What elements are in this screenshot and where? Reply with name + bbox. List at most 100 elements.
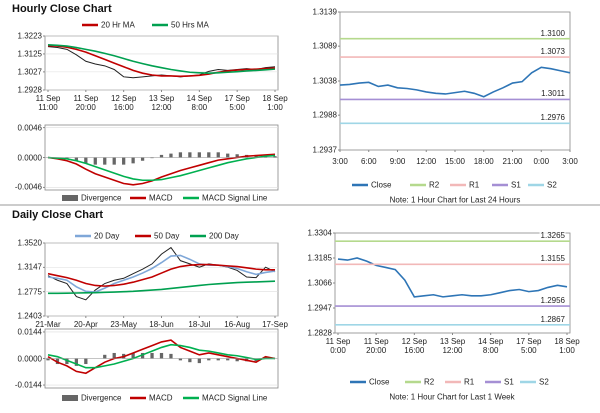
x-tick-label: 18 Sep 1:00 xyxy=(554,337,580,355)
y-tick-label: 1.3089 xyxy=(312,41,337,51)
x-tick-label: 11 Sep 11:00 xyxy=(35,94,61,112)
chart-note: Note: 1 Hour Chart for Last 24 Hours xyxy=(389,195,521,205)
legend-label: Divergence xyxy=(81,193,122,203)
legend-label: S2 xyxy=(547,180,557,190)
divergence-bar xyxy=(216,152,220,158)
x-tick-label: 17 Sep 5:00 xyxy=(516,337,542,355)
divergence-bar xyxy=(273,156,277,158)
series-line xyxy=(48,280,276,295)
divergence-bar xyxy=(112,157,116,165)
plot-frame xyxy=(339,11,571,151)
y-tick-label: 1.3066 xyxy=(307,278,332,288)
legend-label: MACD xyxy=(149,193,173,203)
divergence-bar xyxy=(226,358,230,361)
legend-label: MACD Signal Line xyxy=(202,393,268,403)
legend-label: S2 xyxy=(539,377,549,387)
series-line xyxy=(47,263,275,287)
y-tick-label: 0.0000 xyxy=(17,153,42,162)
legend-label: R1 xyxy=(469,180,480,190)
legend-label: S1 xyxy=(504,377,514,387)
divergence-bar xyxy=(46,358,50,361)
divergence-bar xyxy=(159,352,164,359)
x-tick-label: 13 Sep 12:00 xyxy=(439,337,466,355)
y-tick-label: 1.2928 xyxy=(17,85,42,95)
x-tick-label: 11 Sep 20:00 xyxy=(363,337,389,355)
y-tick-label: 1.2937 xyxy=(312,145,337,155)
x-tick-label: 18-Jun xyxy=(149,320,174,329)
x-tick-label: 15:00 xyxy=(444,157,466,166)
y-tick-label: 1.3038 xyxy=(312,76,337,86)
y-tick-label: -0.0046 xyxy=(14,182,42,192)
divergence-bar xyxy=(226,153,230,158)
chart-note: Note: 1 Hour Chart for Last 1 Week xyxy=(389,392,515,402)
legend-label: 20 Day xyxy=(94,231,120,241)
y-tick-label: 0.0000 xyxy=(17,354,42,363)
level-label: 1.3155 xyxy=(539,254,566,264)
x-tick-label: 18 Sep 1:00 xyxy=(262,94,288,112)
x-tick-label: 17 Sep 5:00 xyxy=(224,94,250,112)
y-tick-label: 1.2988 xyxy=(312,110,337,120)
legend-label: 20 Hr MA xyxy=(101,20,135,30)
x-tick-label: 12 Sep 16:00 xyxy=(110,94,137,112)
divergence-bar xyxy=(140,352,145,359)
series-line xyxy=(47,43,276,74)
x-tick-label: 11 Sep 0:00 xyxy=(325,337,351,355)
plot-frame xyxy=(334,232,571,334)
divergence-bar xyxy=(131,352,135,359)
divergence-bar xyxy=(140,157,145,161)
x-tick-label: 6:00 xyxy=(360,157,377,166)
y-tick-label: 1.2775 xyxy=(17,287,42,297)
level-label: 1.2867 xyxy=(539,314,566,324)
divergence-bar xyxy=(112,352,116,359)
legend-label: R2 xyxy=(424,377,435,387)
x-tick-label: 23-May xyxy=(110,320,137,329)
legend-label: MACD xyxy=(149,393,173,403)
y-tick-label: 1.3520 xyxy=(17,238,42,248)
y-tick-label: 1.3223 xyxy=(17,31,42,41)
divergence-bar xyxy=(235,358,239,362)
y-tick-label: 1.3304 xyxy=(307,228,332,238)
divergence-bar xyxy=(93,157,97,165)
divergence-bar xyxy=(197,358,201,364)
divergence-bar xyxy=(178,358,183,361)
series-line xyxy=(47,343,275,369)
series-line xyxy=(47,154,276,182)
x-tick-label: 0:00 xyxy=(533,157,550,166)
x-tick-label: 14 Sep 8:00 xyxy=(477,337,504,355)
level-label: 1.3011 xyxy=(540,89,566,99)
legend-label: Divergence xyxy=(81,393,122,403)
plot-frame xyxy=(44,35,279,91)
x-tick-label: 13 Sep 12:00 xyxy=(148,94,175,112)
legend-swatch xyxy=(62,195,78,201)
divergence-bar xyxy=(188,152,192,158)
series-line xyxy=(337,257,568,298)
divergence-bar xyxy=(65,358,69,365)
x-tick-label: 20-Apr xyxy=(73,320,98,329)
legend-swatch xyxy=(62,395,78,401)
divergence-bar xyxy=(74,157,79,161)
divergence-bar xyxy=(150,352,154,359)
legend-label: MACD Signal Line xyxy=(202,193,268,203)
level-label: 1.2976 xyxy=(539,113,566,123)
x-tick-label: 16-Aug xyxy=(224,320,251,329)
divergence-bar xyxy=(103,157,107,165)
divergence-bar xyxy=(150,157,154,159)
legend-label: 50 Hrs MA xyxy=(171,20,209,30)
divergence-bar xyxy=(84,358,88,365)
series-line xyxy=(339,66,571,98)
x-tick-label: 21-Mar xyxy=(35,320,61,329)
y-tick-label: 1.2403 xyxy=(17,311,42,321)
y-tick-label: 1.3147 xyxy=(17,262,42,272)
y-tick-label: 0.0046 xyxy=(17,123,42,133)
x-tick-label: 12 Sep 16:00 xyxy=(401,337,428,355)
y-tick-label: 1.3139 xyxy=(312,7,337,17)
divergence-bar xyxy=(74,358,79,366)
legend-label: Close xyxy=(371,180,392,190)
y-tick-label: 1.2828 xyxy=(307,328,332,338)
series-line xyxy=(47,44,276,78)
divergence-bar xyxy=(169,353,173,359)
divergence-bar xyxy=(188,358,192,363)
series-line xyxy=(47,246,276,301)
divergence-bar xyxy=(235,154,239,158)
